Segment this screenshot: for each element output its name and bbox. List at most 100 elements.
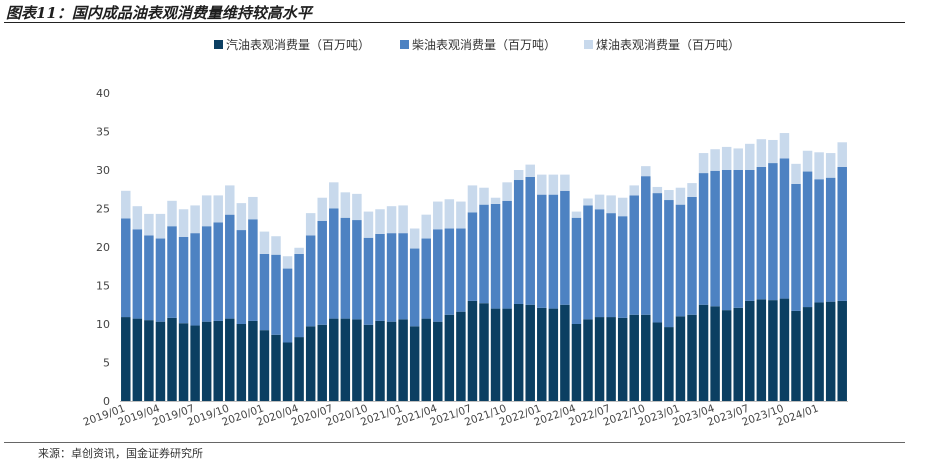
bar-2020-10-series-2 <box>363 237 374 325</box>
bar-2022-08-series-1 <box>617 317 628 401</box>
bar-2021-07-series-1 <box>467 300 478 401</box>
bar-2020-08-series-1 <box>340 318 351 401</box>
bar-2019-05-series-3 <box>167 200 177 227</box>
bar-2022-05-series-3 <box>583 198 593 206</box>
bar-2023-02-series-1 <box>687 314 697 401</box>
bar-2022-11-series-3 <box>652 186 663 194</box>
bar-2019-12-series-2 <box>248 219 258 321</box>
bar-2020-04-series-2 <box>294 253 304 338</box>
bar-2020-07-series-2 <box>329 208 339 319</box>
bar-2023-01-series-2 <box>675 204 686 317</box>
bar-2021-05-series-2 <box>444 228 455 315</box>
figure-title: 图表11：国内成品油表观消费量维持较高水平 <box>6 4 312 22</box>
bar-2021-07-series-3 <box>467 185 478 213</box>
bar-2022-09-series-2 <box>629 195 639 315</box>
bar-2019-09-series-2 <box>213 222 223 321</box>
bar-2022-09-series-3 <box>629 185 639 196</box>
bar-2024-02-series-2 <box>825 177 836 302</box>
bar-2019-09-series-3 <box>213 195 223 223</box>
bar-2021-11-series-3 <box>513 170 524 181</box>
bars <box>121 133 847 401</box>
bar-2022-11-series-2 <box>652 193 663 323</box>
bar-2021-02-series-2 <box>409 248 420 327</box>
bar-2022-10-series-1 <box>641 314 651 401</box>
bar-2022-07-series-3 <box>606 195 616 214</box>
bar-2019-04-series-1 <box>155 321 166 401</box>
bar-2022-12-series-2 <box>664 200 674 328</box>
title-rule <box>4 22 905 23</box>
bar-2019-07-series-1 <box>190 325 200 401</box>
bar-2021-06-series-1 <box>456 311 466 401</box>
bar-2023-01-series-3 <box>675 187 686 205</box>
bar-2021-05-series-3 <box>444 199 455 229</box>
bar-2021-01-series-3 <box>398 205 408 234</box>
bar-2019-04-series-2 <box>155 238 166 322</box>
y-tick-label: 15 <box>96 280 110 293</box>
bar-2022-01-series-2 <box>537 194 547 308</box>
bar-2021-12-series-3 <box>525 164 535 177</box>
bar-2022-03-series-2 <box>560 190 570 305</box>
bar-2023-04-series-1 <box>710 306 720 401</box>
bar-2023-06-series-2 <box>733 170 743 308</box>
bar-2023-09-series-1 <box>768 300 778 401</box>
bar-2019-08-series-3 <box>201 195 212 227</box>
bar-2021-05-series-1 <box>444 314 455 401</box>
bar-2023-07-series-2 <box>745 170 755 301</box>
bar-2020-03-series-1 <box>282 342 293 401</box>
bar-2023-10-series-3 <box>779 133 790 159</box>
bar-2022-12-series-3 <box>664 190 674 201</box>
bar-2020-02-series-3 <box>271 236 281 255</box>
bar-2023-06-series-3 <box>733 148 743 170</box>
bar-2023-10-series-1 <box>779 298 790 401</box>
bar-2020-01-series-3 <box>259 231 270 254</box>
bar-2022-08-series-3 <box>617 197 628 217</box>
bar-2024-02-series-1 <box>825 301 836 401</box>
bar-2021-03-series-2 <box>421 238 431 319</box>
bar-2023-01-series-1 <box>675 316 686 401</box>
source-note: 来源：卓创资讯，国金证券研究所 <box>38 447 203 460</box>
bar-2023-03-series-3 <box>698 153 709 174</box>
bar-2022-04-series-2 <box>571 217 582 324</box>
bar-2020-01-series-2 <box>259 253 270 331</box>
bar-2022-07-series-2 <box>606 213 616 318</box>
bar-2021-08-series-2 <box>479 204 489 304</box>
bar-2022-02-series-1 <box>548 308 559 401</box>
bar-2024-01-series-1 <box>814 302 824 401</box>
bar-2023-08-series-3 <box>756 139 767 167</box>
bar-2019-07-series-2 <box>190 233 200 326</box>
bar-2019-10-series-1 <box>225 318 235 401</box>
bar-2023-02-series-3 <box>687 183 697 197</box>
bar-2021-09-series-1 <box>490 308 501 401</box>
bar-2024-02-series-3 <box>825 153 836 178</box>
bar-2023-03-series-2 <box>698 173 709 305</box>
bar-2021-09-series-3 <box>490 197 501 204</box>
bar-2019-12-series-3 <box>248 196 258 220</box>
bar-2019-07-series-3 <box>190 205 200 234</box>
bar-2019-02-series-2 <box>132 229 143 319</box>
bar-2020-06-series-3 <box>317 197 327 221</box>
source-rule <box>4 442 905 443</box>
bar-2019-06-series-3 <box>178 209 189 237</box>
bar-2021-08-series-1 <box>479 303 489 401</box>
legend-swatch-2 <box>400 40 409 49</box>
bar-2022-04-series-3 <box>571 211 582 218</box>
y-tick-label: 20 <box>96 241 110 254</box>
bar-2023-08-series-2 <box>756 166 767 300</box>
bar-2019-10-series-3 <box>225 185 235 215</box>
bar-2020-03-series-3 <box>282 256 293 269</box>
legend-label-3: 煤油表观消费量（百万吨） <box>596 38 740 52</box>
bar-2020-10-series-3 <box>363 211 374 238</box>
legend-swatch-1 <box>214 40 223 49</box>
bar-2020-06-series-1 <box>317 324 327 401</box>
bar-2023-09-series-2 <box>768 163 778 301</box>
bar-2022-11-series-1 <box>652 322 663 401</box>
bar-2021-04-series-1 <box>433 321 443 401</box>
bar-2022-05-series-1 <box>583 319 593 401</box>
bar-2022-02-series-2 <box>548 194 559 309</box>
bar-2020-09-series-3 <box>352 193 362 221</box>
bar-2020-04-series-1 <box>294 337 304 401</box>
bar-2020-05-series-3 <box>305 213 316 236</box>
bar-2022-01-series-1 <box>537 307 547 401</box>
bar-2020-11-series-2 <box>375 233 385 321</box>
bar-2023-11-series-2 <box>791 183 801 311</box>
